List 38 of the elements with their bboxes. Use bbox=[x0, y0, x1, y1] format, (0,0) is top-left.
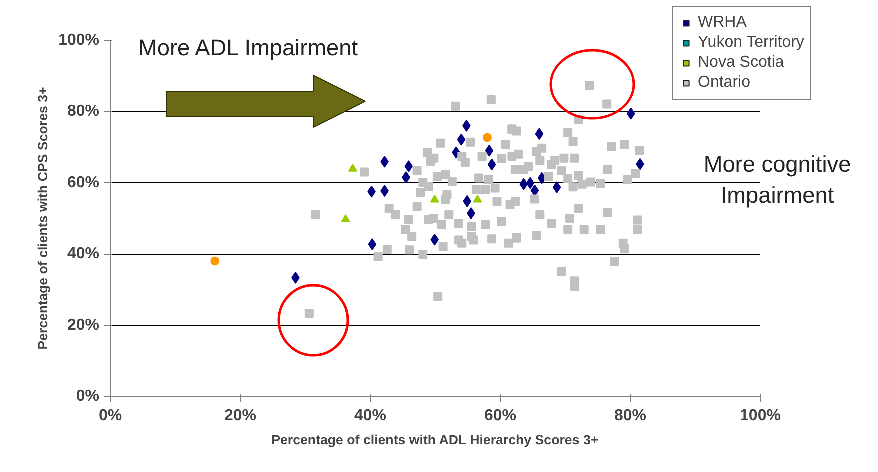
point bbox=[488, 158, 496, 171]
legend-label: Yukon Territory bbox=[698, 33, 804, 53]
point bbox=[430, 234, 440, 246]
y-tick-label: 40% bbox=[67, 246, 100, 263]
y-axis-title: Percentage of clients with CPS Scores 3+ bbox=[36, 86, 51, 350]
annotation: More ADL Impairment bbox=[138, 34, 359, 60]
point bbox=[526, 177, 535, 190]
point bbox=[341, 214, 350, 222]
x-axis-title: Percentage of clients with ADL Hierarchy Scores 3+ bbox=[272, 432, 599, 448]
x-tick-label: 100% bbox=[740, 408, 781, 424]
legend-label: Nova Scotia bbox=[698, 53, 784, 73]
point bbox=[463, 195, 472, 208]
point bbox=[404, 160, 414, 173]
x-tick-label: 40% bbox=[354, 408, 387, 424]
legend-label: WRHA bbox=[698, 13, 747, 33]
x-tick-label: 0% bbox=[98, 408, 122, 424]
y-tick-label: 20% bbox=[67, 316, 100, 334]
y-tick-label: 80% bbox=[67, 103, 100, 120]
point bbox=[535, 128, 544, 140]
annotation: More cognitive Impairment bbox=[704, 150, 852, 208]
x-tick-label: 60% bbox=[484, 408, 517, 424]
point bbox=[210, 256, 220, 266]
y-tick-label: 100% bbox=[58, 32, 100, 49]
point bbox=[457, 134, 466, 146]
x-tick-label: 20% bbox=[224, 408, 257, 424]
point bbox=[552, 182, 562, 194]
x-tick-label: 80% bbox=[614, 408, 647, 424]
point bbox=[473, 194, 482, 203]
point bbox=[483, 133, 492, 142]
y-tick-label: 0% bbox=[76, 388, 100, 405]
point bbox=[430, 194, 440, 203]
point bbox=[485, 144, 494, 157]
y-tick-label: 60% bbox=[67, 174, 100, 192]
point bbox=[368, 238, 377, 250]
point bbox=[348, 164, 358, 172]
point bbox=[520, 178, 528, 190]
point bbox=[626, 108, 636, 120]
legend-label: Ontario bbox=[698, 73, 750, 93]
